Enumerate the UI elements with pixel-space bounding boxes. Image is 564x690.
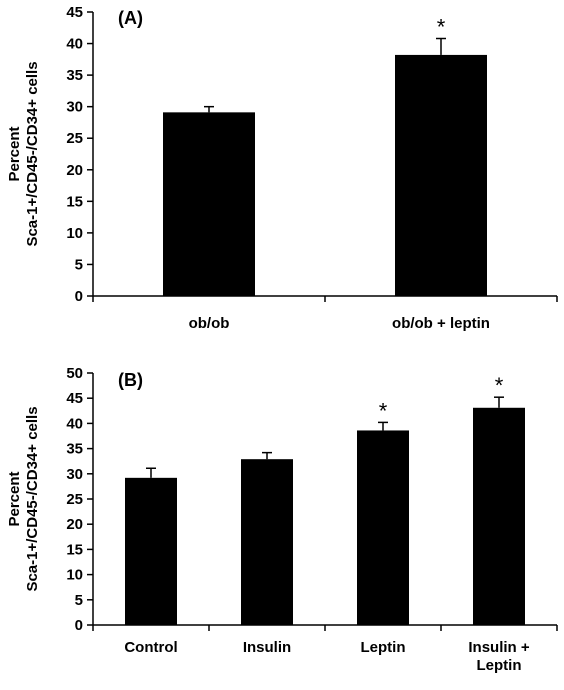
chart-panel-2: 0 5 10 15 20 25 30 35 40 45 50 Control Insulin * Lepti… [6, 365, 558, 674]
chart-panel-1: 0 5 10 15 20 25 30 35 40 45 ob/ob * ob/ob + leptin (A… [6, 4, 558, 332]
panel-label: (A) [118, 8, 143, 28]
y-axis-title-line2: Sca-1+/CD45-/CD34+ cells [24, 61, 41, 246]
y-tick-label: 15 [66, 193, 83, 210]
significance-marker: * [495, 373, 504, 398]
y-tick-label: 50 [66, 365, 83, 382]
bar [473, 407, 525, 625]
y-tick-label: 10 [66, 225, 83, 242]
y-tick-label: 0 [75, 617, 83, 634]
y-tick-label: 35 [66, 67, 83, 84]
bar [241, 459, 293, 625]
category-label: Insulin [243, 639, 291, 656]
y-tick-label: 5 [75, 592, 83, 609]
category-label: Leptin [361, 639, 406, 656]
bar [163, 112, 255, 296]
y-tick-label: 20 [66, 516, 83, 533]
category-label: Control [124, 639, 177, 656]
category-label: Insulin + Leptin [468, 639, 530, 674]
y-tick-label: 0 [75, 288, 83, 305]
y-tick-label: 5 [75, 256, 83, 273]
y-tick-label: 45 [66, 390, 83, 407]
y-tick-label: 40 [66, 36, 83, 53]
category-label: ob/ob + leptin [392, 315, 490, 332]
y-tick-label: 35 [66, 441, 83, 458]
significance-marker: * [437, 15, 446, 40]
y-tick-label: 25 [66, 491, 83, 508]
y-tick-label: 45 [66, 4, 83, 21]
bar [357, 430, 409, 625]
y-tick-label: 20 [66, 162, 83, 179]
bar [395, 54, 487, 296]
y-tick-label: 30 [66, 466, 83, 483]
y-tick-label: 40 [66, 415, 83, 432]
panel-label: (B) [118, 370, 143, 390]
y-tick-label: 25 [66, 130, 83, 147]
y-tick-label: 15 [66, 541, 83, 558]
y-tick-label: 10 [66, 567, 83, 584]
significance-marker: * [379, 398, 388, 423]
y-axis-title-line1: Percent [6, 126, 23, 181]
y-axis-title-line2: Sca-1+/CD45-/CD34+ cells [24, 406, 41, 591]
bar [125, 477, 177, 625]
y-tick-label: 30 [66, 99, 83, 116]
category-label: ob/ob [189, 315, 230, 332]
y-axis-title-line1: Percent [6, 471, 23, 526]
